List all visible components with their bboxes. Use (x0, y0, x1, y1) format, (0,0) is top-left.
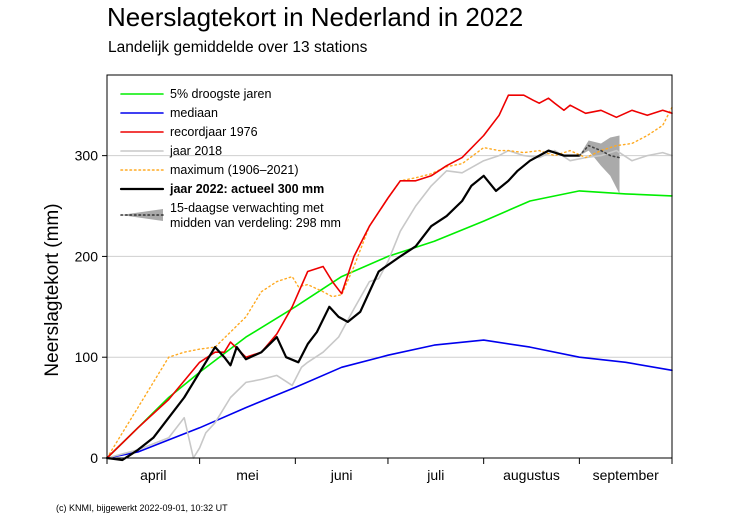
y-tick-label-100: 100 (75, 349, 99, 365)
x-tick-label-juni: juni (330, 467, 353, 483)
legend: 5% droogste jaren mediaan recordjaar 1976 j… (119, 87, 341, 230)
legend-label-forecast-2: midden van verdeling: 298 mm (170, 216, 341, 230)
y-axis-label: Neerslagtekort (mm) (42, 203, 63, 376)
x-tick-label-juli: juli (426, 467, 444, 483)
series-line-3 (106, 149, 673, 459)
y-tick-label-200: 200 (75, 248, 99, 264)
legend-label-5: jaar 2022: actueel 300 mm (169, 182, 324, 196)
legend-label-3: jaar 2018 (169, 144, 222, 158)
legend-label-forecast: 15-daagse verwachting met (170, 201, 324, 215)
chart-title: Neerslagtekort in Nederland in 2022 (107, 2, 524, 32)
series-line-6 (578, 144, 621, 159)
series-line-1 (106, 339, 673, 459)
x-tick-label-september: september (593, 467, 659, 483)
x-tick-label-april: april (140, 467, 166, 483)
series-line-5 (105, 149, 581, 462)
x-tick-label-augustus: augustus (503, 467, 560, 483)
series-line-0 (106, 190, 673, 459)
forecast-band-layer (579, 135, 620, 194)
series-line-4 (106, 106, 673, 459)
legend-swatch-forecast (121, 209, 163, 221)
y-tick-label-300: 300 (75, 148, 99, 164)
axes: 0 100 200 300 april mei juni juli augustus septem… (75, 74, 673, 483)
chart-subtitle: Landelijk gemiddelde over 13 stations (108, 39, 368, 56)
legend-label-1: mediaan (170, 106, 218, 120)
legend-label-4: maximum (1906–2021) (170, 163, 299, 177)
plot-frame (106, 74, 673, 459)
legend-label-2: recordjaar 1976 (170, 125, 258, 139)
series-layer (105, 94, 673, 462)
x-tick-label-mei: mei (236, 467, 259, 483)
y-tick-label-0: 0 (90, 450, 98, 466)
forecast-band (579, 135, 620, 194)
legend-label-0: 5% droogste jaren (170, 87, 272, 101)
footer-update-note: (c) KNMI, bijgewerkt 2022-09-01, 10:32 U… (56, 503, 228, 513)
